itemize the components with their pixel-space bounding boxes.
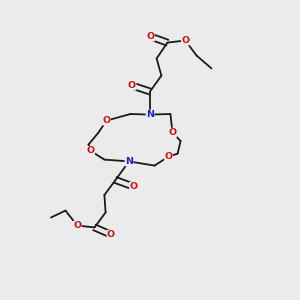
Text: N: N bbox=[146, 110, 154, 119]
Text: N: N bbox=[125, 157, 133, 166]
Text: O: O bbox=[129, 182, 138, 191]
Text: O: O bbox=[128, 81, 136, 90]
Text: O: O bbox=[86, 146, 95, 155]
Text: O: O bbox=[164, 152, 173, 161]
Text: O: O bbox=[107, 230, 115, 239]
Text: O: O bbox=[181, 36, 190, 45]
Text: O: O bbox=[146, 32, 155, 41]
Text: O: O bbox=[102, 116, 111, 125]
Text: O: O bbox=[168, 128, 177, 137]
Text: O: O bbox=[73, 221, 82, 230]
